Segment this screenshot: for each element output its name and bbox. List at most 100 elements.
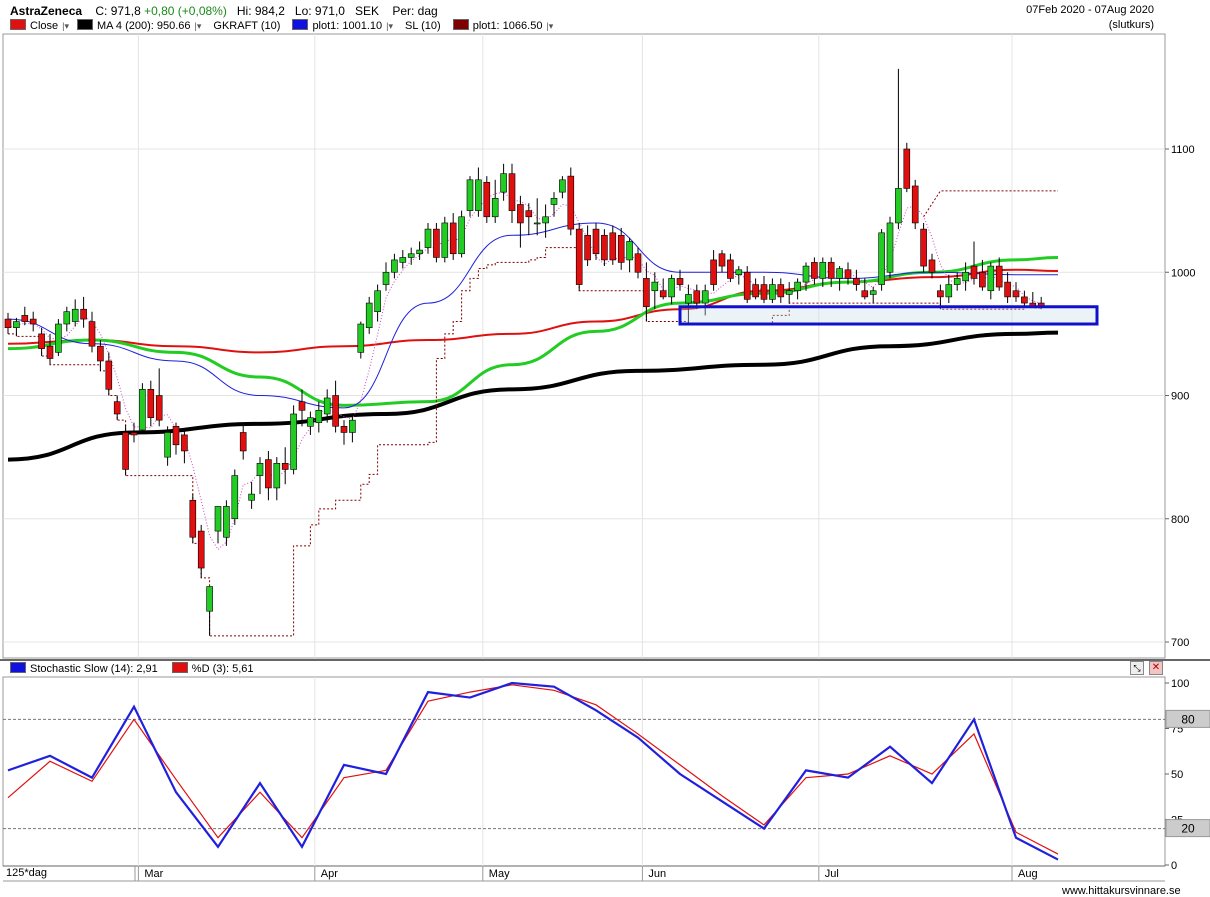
candle-body bbox=[458, 216, 465, 255]
legend-label: SL (10) bbox=[405, 20, 441, 32]
candle-body bbox=[424, 228, 432, 248]
legend-item[interactable]: plot1: 1066.50 |▾ bbox=[452, 19, 562, 32]
maximize-panel-icon[interactable]: ⤡ bbox=[1130, 661, 1144, 675]
y-tick-label: 900 bbox=[1171, 391, 1189, 403]
candle-body bbox=[693, 290, 701, 304]
legend-swatch bbox=[171, 662, 188, 673]
candle-body bbox=[298, 401, 306, 411]
dropdown-arrow-icon[interactable]: |▾ bbox=[194, 21, 202, 31]
candle-body bbox=[668, 278, 675, 298]
candle-body bbox=[105, 360, 113, 390]
y-tick-label: 1000 bbox=[1171, 267, 1195, 279]
candle-body bbox=[836, 268, 843, 279]
candle-body bbox=[130, 432, 138, 436]
candle-body bbox=[63, 311, 71, 325]
candle-body bbox=[911, 185, 919, 224]
candle-body bbox=[4, 318, 12, 329]
legend-label: Stochastic Slow (14): 2,91 bbox=[30, 663, 158, 675]
candle-body bbox=[399, 257, 407, 263]
hi-value: Hi: 984,2 bbox=[236, 4, 285, 18]
candle-body bbox=[853, 278, 860, 285]
support-box bbox=[678, 305, 1099, 326]
candle-body bbox=[256, 462, 264, 476]
candle-body bbox=[735, 269, 743, 276]
candle-body bbox=[777, 284, 785, 298]
stochastic-y-tick-label: 50 bbox=[1171, 769, 1183, 781]
candle-body bbox=[21, 315, 29, 322]
x-month-label: Aug bbox=[1018, 868, 1038, 880]
legend-item[interactable]: Close |▾ bbox=[10, 19, 77, 32]
candle-body bbox=[483, 181, 491, 218]
chart-header: AstraZeneca C: 971,8 +0,80 (+0,08%) Hi: … bbox=[10, 4, 438, 18]
candle-body bbox=[181, 434, 188, 452]
candle-body bbox=[701, 290, 709, 304]
candle-body bbox=[878, 232, 885, 285]
sl-dotted-line bbox=[8, 247, 1042, 637]
lo-value: Lo: 971,0 bbox=[294, 4, 345, 18]
candle-body bbox=[407, 253, 415, 258]
candle-body bbox=[609, 232, 617, 261]
candle-body bbox=[743, 271, 751, 300]
candle-body bbox=[441, 222, 449, 258]
candle-body bbox=[601, 234, 608, 261]
candle-body bbox=[382, 271, 390, 285]
candle-body bbox=[508, 173, 516, 211]
candle-body bbox=[290, 413, 297, 470]
candle-body bbox=[80, 308, 87, 320]
candle-body bbox=[357, 323, 365, 353]
candle-body bbox=[928, 259, 936, 273]
dropdown-arrow-icon[interactable]: |▾ bbox=[386, 21, 394, 31]
candle-body bbox=[172, 426, 180, 446]
legend-swatch bbox=[76, 19, 93, 30]
legend-item[interactable]: plot1: 1001.10 |▾ bbox=[292, 19, 401, 32]
candle-body bbox=[147, 389, 155, 418]
price-type: (slutkurs) bbox=[1108, 19, 1154, 31]
candle-body bbox=[785, 290, 793, 295]
candle-body bbox=[827, 262, 835, 279]
candle-body bbox=[995, 265, 1003, 288]
candle-body bbox=[760, 284, 768, 300]
candle-body bbox=[273, 462, 281, 489]
candle-body bbox=[794, 281, 801, 292]
candle-body bbox=[189, 499, 197, 538]
legend-item[interactable]: MA 4 (200): 950.66 |▾ bbox=[76, 19, 209, 32]
candle-body bbox=[685, 294, 692, 304]
candle-body bbox=[886, 222, 894, 273]
legend: Close |▾ MA 4 (200): 950.66 |▾ GKRAFT (10) pl… bbox=[10, 19, 561, 32]
level-badge-label: 80 bbox=[1181, 712, 1195, 726]
candle-body bbox=[391, 259, 398, 273]
x-month-label: Jul bbox=[825, 868, 839, 880]
period: Per: dag bbox=[392, 4, 438, 18]
candle-body bbox=[88, 321, 96, 347]
candle-body bbox=[643, 278, 650, 308]
candle-body bbox=[903, 148, 911, 189]
candle-body bbox=[265, 459, 272, 489]
legend-label: plot1: 1001.10 bbox=[312, 20, 383, 32]
candle-body bbox=[197, 530, 205, 569]
candle-body bbox=[575, 228, 583, 285]
legend-item: GKRAFT (10) bbox=[213, 20, 292, 32]
candle-body bbox=[937, 290, 944, 298]
stoch-k-line bbox=[7, 681, 1059, 861]
dropdown-arrow-icon[interactable]: |▾ bbox=[546, 21, 554, 31]
candle-body bbox=[987, 265, 995, 292]
candle-body bbox=[29, 318, 37, 325]
candle-body bbox=[164, 432, 171, 458]
stochastic-y-tick-label: 0 bbox=[1171, 860, 1177, 872]
candle-body bbox=[46, 345, 54, 359]
candle-body bbox=[710, 259, 717, 285]
candle-body bbox=[651, 281, 659, 292]
close-panel-icon[interactable]: ✕ bbox=[1149, 661, 1163, 675]
candle-body bbox=[449, 222, 457, 255]
candle-body bbox=[769, 284, 776, 300]
dropdown-arrow-icon[interactable]: |▾ bbox=[62, 21, 69, 31]
candle-body bbox=[626, 241, 633, 261]
candle-body bbox=[365, 302, 373, 329]
legend-swatch bbox=[452, 19, 469, 30]
candle-body bbox=[525, 210, 533, 218]
x-month-label: Mar bbox=[144, 868, 163, 880]
candle-body bbox=[869, 290, 877, 295]
candle-body bbox=[281, 462, 289, 470]
